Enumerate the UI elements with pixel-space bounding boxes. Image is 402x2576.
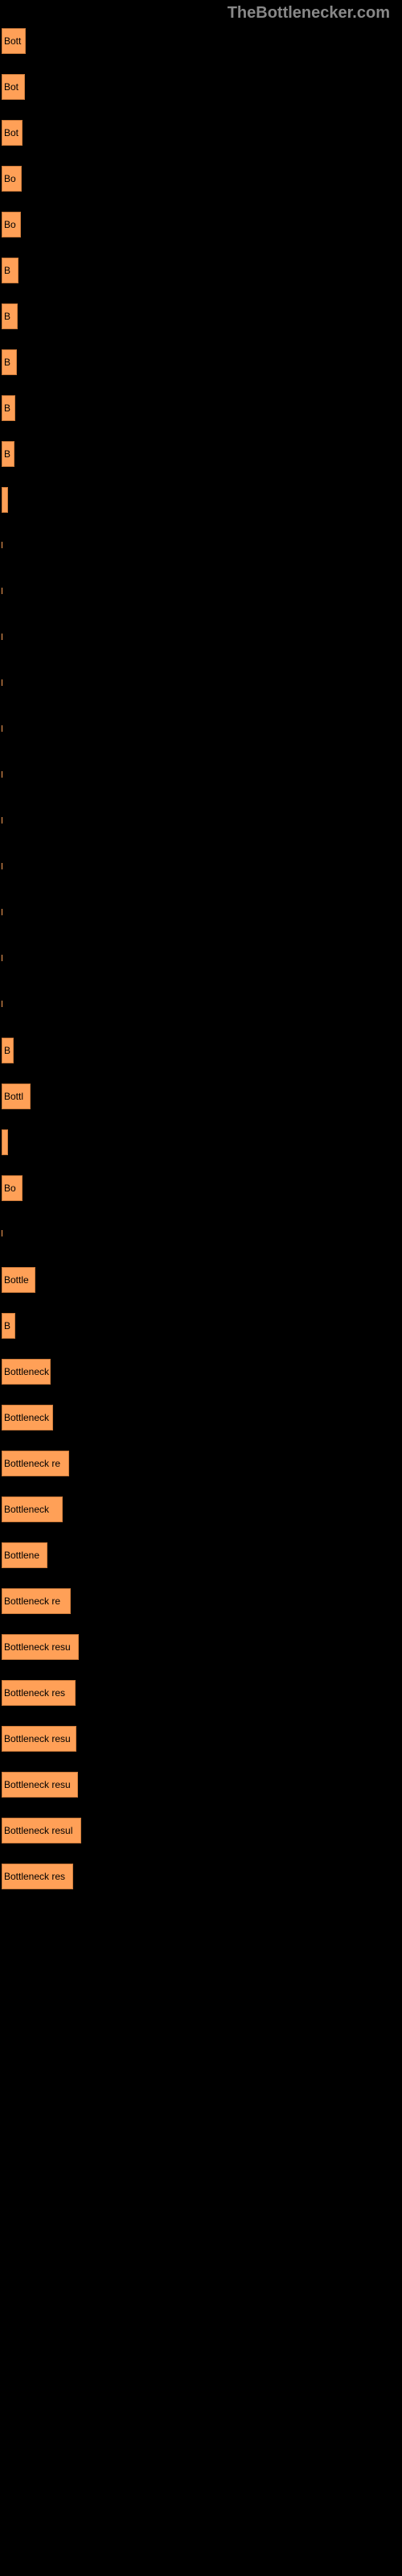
bar-row: Bottleneck resu [0, 1726, 402, 1772]
bar-row [0, 1129, 402, 1175]
bar-row [0, 533, 402, 579]
bar-row: Bottleneck resu [0, 1634, 402, 1680]
bar-row [0, 625, 402, 671]
bar: Bo [2, 1175, 23, 1201]
bar-row: Bo [0, 1175, 402, 1221]
bar-row: Bottle [0, 1267, 402, 1313]
bar-row: B [0, 441, 402, 487]
bar: B [2, 1038, 14, 1063]
bar: Bo [2, 212, 21, 237]
bar-row: Bottleneck [0, 1405, 402, 1451]
bar-row: B [0, 1313, 402, 1359]
bar: Bottleneck resul [2, 1818, 81, 1843]
bar-row: Bo [0, 166, 402, 212]
bar-label: Bo [4, 173, 16, 184]
bar-row: B [0, 258, 402, 303]
bar-label: Bottleneck resu [4, 1779, 71, 1790]
bar-label: Bottl [4, 1091, 23, 1102]
bar-row: Bottleneck res [0, 1680, 402, 1726]
bar-label: B [4, 1320, 10, 1331]
bar: Bottleneck [2, 1359, 51, 1385]
bar-row [0, 946, 402, 992]
bar-row: Bottleneck res [0, 1864, 402, 1909]
bar-label: Bottleneck re [4, 1458, 60, 1469]
bar: Bottleneck resu [2, 1634, 79, 1660]
bar-row [0, 716, 402, 762]
bar-label: Bottleneck [4, 1366, 49, 1377]
bar-row [0, 900, 402, 946]
bar: Bottlene [2, 1542, 47, 1568]
bar [2, 487, 8, 513]
bar-label: Bottleneck resul [4, 1825, 72, 1836]
bar-row: B [0, 395, 402, 441]
bar-row [0, 992, 402, 1038]
bar-label: Bottlene [4, 1550, 39, 1561]
bar: Bottl [2, 1084, 31, 1109]
bar-label: Bo [4, 1183, 16, 1194]
bar-row: Bottleneck resul [0, 1818, 402, 1864]
bar-label: Bo [4, 219, 16, 230]
bar: B [2, 395, 15, 421]
bar-row: Bot [0, 120, 402, 166]
bar-label: B [4, 448, 10, 460]
bar-label: Bot [4, 81, 18, 93]
bar: B [2, 349, 17, 375]
bar: Bottleneck [2, 1496, 63, 1522]
bar-label: Bottle [4, 1274, 29, 1286]
bar: B [2, 441, 14, 467]
bar-label: B [4, 357, 10, 368]
bar-row: Bottleneck re [0, 1588, 402, 1634]
watermark-text: TheBottlenecker.com [228, 4, 390, 23]
bar-label: B [4, 265, 10, 276]
bar: Bottleneck re [2, 1588, 71, 1614]
bar-label: B [4, 1045, 10, 1056]
bar: Bottleneck res [2, 1864, 73, 1889]
bar-row [0, 808, 402, 854]
bar-row [0, 579, 402, 625]
bar-row [0, 762, 402, 808]
bar-label: Bottleneck res [4, 1687, 65, 1699]
bar-row: B [0, 303, 402, 349]
bar-row: Bottleneck re [0, 1451, 402, 1496]
bar: Bottle [2, 1267, 35, 1293]
bar-row: Bottleneck [0, 1496, 402, 1542]
bar: Bottleneck re [2, 1451, 69, 1476]
bar-chart: Bott Bot Bot Bo Bo B B B B B B Bottl Bo Bottle B Bottle… [0, 28, 402, 1909]
bar-label: Bottleneck res [4, 1871, 65, 1882]
bar-label: B [4, 311, 10, 322]
bar-row: Bottleneck resu [0, 1772, 402, 1818]
bar-row: Bottl [0, 1084, 402, 1129]
bar-label: Bottleneck resu [4, 1733, 71, 1744]
bar: Bottleneck resu [2, 1726, 76, 1752]
bar: Bottleneck resu [2, 1772, 78, 1798]
bar-label: Bottleneck [4, 1412, 49, 1423]
bar: Bot [2, 120, 23, 146]
bar: B [2, 303, 18, 329]
bar-label: Bottleneck resu [4, 1641, 71, 1653]
bar: Bot [2, 74, 25, 100]
bar-label: Bot [4, 127, 18, 138]
bar: Bottleneck [2, 1405, 53, 1430]
bar-row: Bo [0, 212, 402, 258]
bar-label: Bott [4, 35, 21, 47]
bar: Bott [2, 28, 26, 54]
bar-row: Bott [0, 28, 402, 74]
bar-row: Bottleneck [0, 1359, 402, 1405]
bar-row [0, 671, 402, 716]
bar-row: B [0, 349, 402, 395]
bar [2, 1129, 8, 1155]
bar-row: Bottlene [0, 1542, 402, 1588]
bar-row [0, 854, 402, 900]
bar-row [0, 1221, 402, 1267]
bar-row [0, 487, 402, 533]
bar: Bottleneck res [2, 1680, 76, 1706]
bar-row: Bot [0, 74, 402, 120]
bar-label: B [4, 402, 10, 414]
bar: B [2, 258, 18, 283]
bar: Bo [2, 166, 22, 192]
bar-label: Bottleneck [4, 1504, 49, 1515]
bar: B [2, 1313, 15, 1339]
bar-row: B [0, 1038, 402, 1084]
bar-label: Bottleneck re [4, 1596, 60, 1607]
